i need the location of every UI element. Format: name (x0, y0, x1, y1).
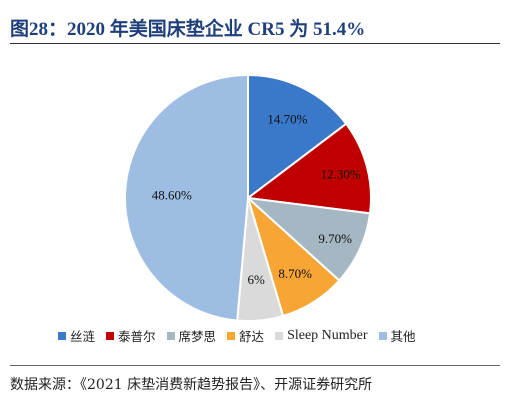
legend-label: 席梦思 (178, 329, 217, 344)
legend-item-sleep-number: Sleep Number (275, 327, 368, 344)
legend-swatch (378, 331, 387, 340)
legend-label: 其他 (390, 329, 416, 344)
pie-slice (245, 122, 372, 215)
pie-slice (244, 196, 372, 282)
legend-label: 丝涟 (70, 329, 96, 344)
legend-label: 舒达 (239, 329, 265, 344)
legend-item-simmons: 席梦思 (166, 326, 217, 345)
source-divider (10, 365, 500, 366)
pie-slice (124, 73, 249, 322)
legend-item-silian: 丝涟 (58, 326, 95, 345)
title-divider (10, 43, 500, 44)
slice-label: 8.70% (278, 266, 312, 281)
slice-label: 9.70% (318, 231, 352, 246)
legend-swatch (275, 331, 284, 340)
source-note: 数据来源：《2021 床垫消费新趋势报告》、开源证券研究所 (10, 377, 373, 393)
legend-item-serta: 舒达 (227, 326, 264, 345)
legend-swatch (58, 331, 66, 340)
legend-swatch (166, 331, 175, 340)
legend-label: Sleep Number (287, 327, 368, 343)
pie-slice (247, 73, 348, 201)
legend: 丝涟 泰普尔 席梦思 舒达 Sleep Number 其他 (58, 326, 416, 345)
slice-label: 48.60% (152, 188, 192, 203)
legend-swatch (106, 331, 115, 340)
legend-item-tempur: 泰普尔 (106, 326, 156, 345)
legend-item-others: 其他 (378, 326, 416, 345)
slice-label: 6% (247, 272, 265, 287)
slice-label: 14.70% (267, 112, 307, 127)
legend-swatch (227, 331, 236, 340)
legend-label: 泰普尔 (118, 329, 156, 344)
chart-title: 图28：2020 年美国床垫企业 CR5 为 51.4% (10, 19, 366, 40)
slice-label: 12.30% (321, 166, 361, 181)
